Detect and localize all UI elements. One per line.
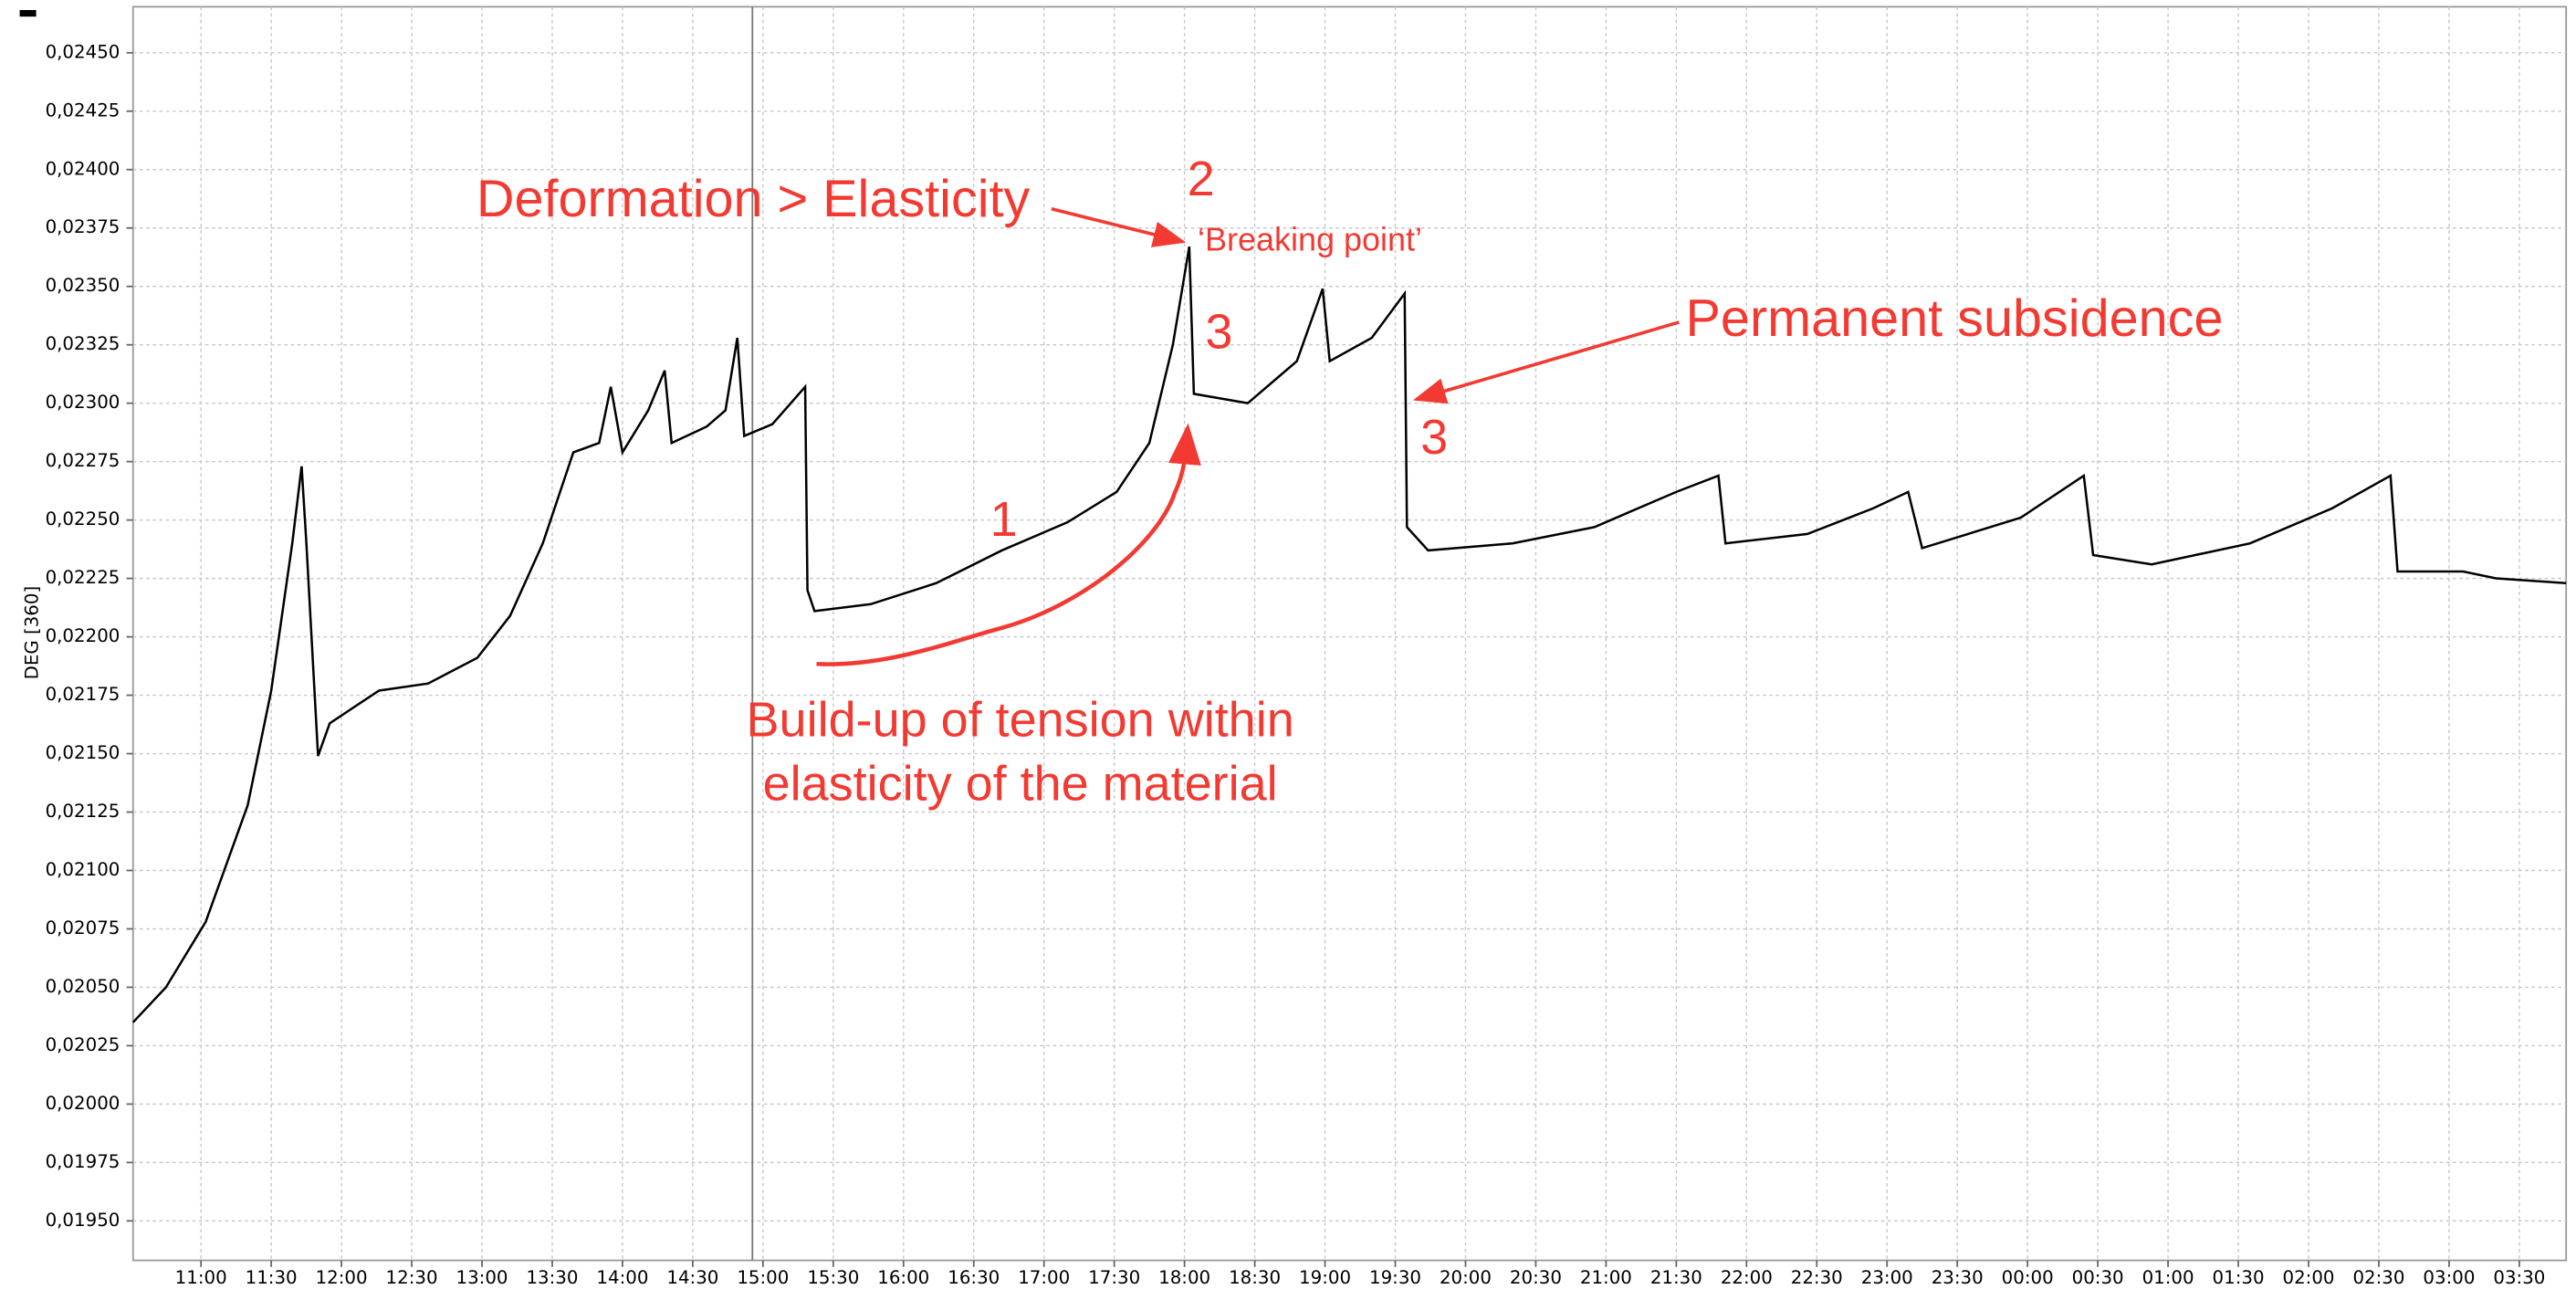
y-tick-label: 0,02175 (46, 684, 120, 705)
annotation: 2 (1188, 152, 1215, 206)
y-tick-label: 0,02300 (46, 392, 120, 413)
x-tick-label: 15:30 (807, 1267, 859, 1288)
x-tick-label: 19:30 (1369, 1267, 1421, 1288)
x-tick-label: 12:30 (386, 1267, 438, 1288)
x-tick-label: 02:30 (2352, 1267, 2404, 1288)
annotation: Deformation > Elasticity (476, 170, 1031, 228)
x-tick-label: 21:30 (1650, 1267, 1702, 1288)
x-tick-label: 19:00 (1299, 1267, 1351, 1288)
y-tick-label: 0,02375 (46, 216, 120, 237)
x-tick-label: 23:00 (1861, 1267, 1913, 1288)
annotation: 3 (1205, 305, 1232, 360)
x-tick-label: 14:00 (596, 1267, 648, 1288)
x-tick-label: 12:00 (316, 1267, 368, 1288)
x-tick-label: 18:00 (1158, 1267, 1210, 1288)
annotation: Build-up of tension within (747, 692, 1294, 747)
y-tick-label: 0,02000 (46, 1093, 120, 1114)
data-line (131, 246, 2567, 1023)
x-tick-label: 18:30 (1229, 1267, 1281, 1288)
x-tick-label: 03:00 (2423, 1267, 2475, 1288)
x-tick-label: 13:30 (526, 1267, 578, 1288)
y-tick-label: 0,02225 (46, 567, 120, 588)
y-tick-label: 0,02125 (46, 801, 120, 822)
x-tick-label: 16:00 (877, 1267, 929, 1288)
x-tick-label: 11:00 (175, 1267, 227, 1288)
y-tick-label: 0,02075 (46, 917, 120, 938)
x-tick-label: 13:00 (456, 1267, 508, 1288)
x-tick-label: 11:30 (246, 1267, 298, 1288)
y-tick-label: 0,02450 (46, 41, 120, 62)
annotation: Permanent subsidence (1686, 289, 2224, 348)
x-tick-label: 00:00 (2002, 1267, 2054, 1288)
x-tick-label: 00:30 (2072, 1267, 2124, 1288)
y-axis-label: DEG [360] (21, 586, 42, 680)
x-tick-label: 15:00 (737, 1267, 789, 1288)
y-tick-label: 0,02275 (46, 450, 120, 471)
x-tick-label: 01:30 (2213, 1267, 2265, 1288)
x-tick-label: 22:00 (1721, 1267, 1773, 1288)
x-tick-label: 17:30 (1088, 1267, 1140, 1288)
window-icon (19, 9, 37, 17)
y-tick-label: 0,02050 (46, 976, 120, 997)
y-tick-label: 0,02350 (46, 275, 120, 296)
annotation: elasticity of the material (763, 757, 1278, 812)
annotation: 3 (1420, 410, 1448, 465)
x-tick-label: 23:30 (1932, 1267, 1984, 1288)
arrow (1051, 207, 1187, 247)
x-tick-label: 21:00 (1580, 1267, 1632, 1288)
annotation: 1 (990, 492, 1018, 547)
x-tick-label: 20:00 (1440, 1267, 1492, 1288)
y-tick-label: 0,02250 (46, 508, 120, 529)
x-tick-label: 03:30 (2493, 1267, 2545, 1288)
x-tick-label: 01:00 (2142, 1267, 2194, 1288)
annotations: Deformation > Elasticity 2 ‘Breaking point… (476, 152, 2224, 811)
plot-area (131, 5, 2568, 1262)
x-tick-label: 02:00 (2283, 1267, 2335, 1288)
y-tick-label: 0,02025 (46, 1034, 120, 1055)
y-tick-label: 0,02325 (46, 333, 120, 354)
arrow (816, 423, 1201, 666)
x-tick-label: 22:30 (1791, 1267, 1843, 1288)
y-tick-label: 0,02150 (46, 742, 120, 763)
x-tick-label: 16:30 (948, 1267, 1000, 1288)
annotation: ‘Breaking point’ (1198, 220, 1422, 257)
y-tick-label: 0,02200 (46, 625, 120, 646)
x-tick-label: 20:30 (1510, 1267, 1562, 1288)
arrow (1412, 320, 1680, 404)
y-tick-label: 0,02425 (46, 100, 120, 121)
y-tick-label: 0,02400 (46, 158, 120, 179)
y-tick-label: 0,01975 (46, 1151, 120, 1172)
grid (132, 6, 2567, 1261)
y-tick-label: 0,02100 (46, 859, 120, 880)
y-tick-label: 0,01950 (46, 1210, 120, 1231)
x-tick-label: 17:00 (1018, 1267, 1070, 1288)
x-tick-label: 14:30 (666, 1267, 718, 1288)
